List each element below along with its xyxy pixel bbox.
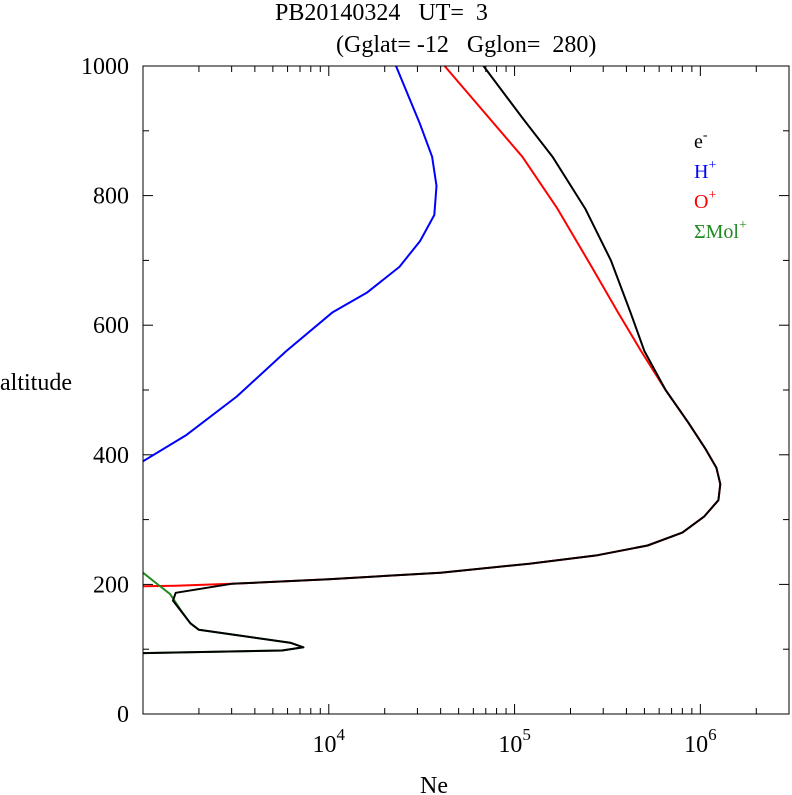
legend-entry-base: O [694,191,708,213]
x-tick-label-exponent: 6 [708,725,717,744]
legend-entry-superscript: + [708,188,716,203]
x-tick-label-base: 10 [684,732,708,758]
y-tick-label: 600 [93,313,129,339]
legend-entry-superscript: + [708,158,716,173]
series-line-e [143,66,722,655]
plot-frame [142,65,790,715]
x-tick-label-exponent: 4 [337,725,346,744]
legend-entry-superscript: + [739,218,747,233]
y-tick-label: 0 [117,702,129,728]
x-tick-label: 106 [684,725,717,758]
x-axis-label: Ne [420,773,448,795]
x-tick-label-exponent: 5 [522,725,531,744]
y-tick-label: 200 [93,572,129,598]
legend-entry-base: H [694,161,708,183]
x-tick-label-base: 10 [313,732,337,758]
legend-entry-e: e- [694,128,708,153]
x-tick-label: 105 [498,725,531,758]
legend-entry-superscript: - [703,128,708,143]
legend-entry-mol: ΣMol+ [694,218,747,243]
y-tick-labels: 0 200 400 600 800 1000 [81,54,129,728]
legend-entry-o: O+ [694,188,716,213]
axis-ticks [142,65,790,715]
x-tick-label-base: 10 [498,732,522,758]
series-line-h [143,66,438,463]
y-tick-label: 1000 [81,54,129,80]
chart-title-line1: PB20140324 UT= 3 [275,0,488,26]
y-tick-label: 800 [93,184,129,210]
x-tick-label: 104 [313,725,346,758]
y-axis-label: altitude [0,370,72,396]
chart-title-line2: (Gglat= -12 Gglon= 280) [336,32,596,58]
series-line-o [143,66,722,588]
legend: e-H+O+ΣMol+ [694,128,747,243]
x-tick-labels: 104 105 106 [313,725,717,758]
y-tick-label: 400 [93,443,129,469]
legend-entry-base: e [694,131,703,153]
legend-entry-h: H+ [694,158,716,183]
series-lines [143,66,722,655]
legend-entry-base: ΣMol [694,221,739,243]
